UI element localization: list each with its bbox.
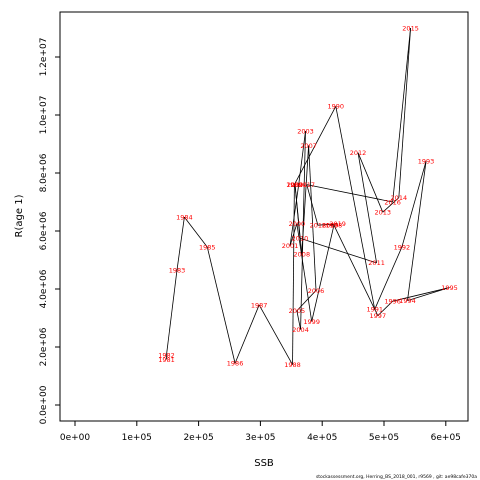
data-point-label: 2013: [374, 208, 391, 216]
x-tick-label: 6e+05: [431, 433, 461, 443]
series-segment: [289, 184, 300, 246]
y-tick-label: 6.0e+06: [39, 211, 49, 250]
data-point-label: 1992: [394, 243, 411, 251]
series-segment: [374, 246, 403, 310]
series-segment: [382, 197, 400, 213]
series-segment: [306, 184, 319, 226]
series-lines: [166, 27, 450, 365]
data-point-label: 2001: [282, 242, 299, 250]
data-point-label: 2018: [310, 222, 327, 230]
series-segment: [298, 130, 306, 185]
data-point-label: 1987: [251, 301, 268, 309]
series-segment: [234, 304, 260, 364]
series-segment: [311, 225, 335, 322]
series-segment: [401, 161, 427, 248]
data-point-label: 2007: [300, 142, 317, 150]
series-segment: [294, 106, 337, 185]
data-point-label: 2005: [289, 307, 306, 315]
x-tick-label: 0e+00: [60, 433, 91, 443]
series-segment: [308, 145, 317, 291]
footer-credit: stockassessment.org, Herring_BS_2018_001…: [316, 474, 477, 480]
data-point-label: 1990: [328, 103, 345, 111]
series-segment: [357, 152, 377, 263]
data-point-label: 1986: [227, 360, 244, 368]
series-segment: [330, 223, 338, 226]
series-segment: [292, 184, 295, 365]
series-segment: [176, 217, 185, 271]
data-point-label: 1988: [284, 361, 301, 369]
data-point-label: 2006: [308, 287, 325, 295]
data-point-label: 1991: [366, 306, 383, 314]
x-axis: 0e+00 1e+05 2e+05 3e+05 4e+05 5e+05 6e+05: [60, 420, 461, 443]
data-point-label: 1993: [418, 158, 435, 166]
data-point-label: 1984: [176, 213, 193, 221]
series-segment: [407, 287, 450, 301]
series-segment: [296, 290, 317, 312]
series-segment: [333, 225, 379, 316]
data-point-label: 1994: [399, 297, 416, 305]
series-segment: [398, 27, 411, 198]
data-point-label: 1997: [370, 312, 387, 320]
data-point-label: 2008: [294, 251, 311, 259]
data-point-label: 2010: [292, 235, 309, 243]
data-point-label: 1989: [286, 181, 303, 189]
x-tick-label: 1e+05: [122, 433, 152, 443]
x-tick-label: 2e+05: [183, 433, 213, 443]
data-point-label: 2004: [292, 326, 309, 334]
data-point-label: 2016: [384, 198, 401, 206]
y-axis: 0.0e+00 2.0e+06 4.0e+06 6.0e+06 8.0e+06 1.0e+…: [39, 38, 61, 424]
y-tick-label: 2.0e+06: [39, 327, 49, 366]
series-segment: [357, 152, 384, 213]
series-segment: [296, 310, 301, 330]
series-segment: [258, 304, 293, 365]
x-axis-label: SSB: [254, 458, 274, 469]
series-segment: [296, 223, 313, 322]
series-segment: [407, 161, 427, 301]
series-segment: [377, 300, 393, 316]
data-point-label: 2009: [287, 181, 304, 189]
series-segment: [301, 145, 310, 255]
data-point-label: 2017: [298, 181, 315, 189]
series-segment: [184, 216, 208, 248]
series-segment: [392, 287, 450, 302]
data-point-label: 1982: [158, 351, 175, 359]
series-segment: [289, 223, 298, 246]
data-point-label: 2003: [297, 127, 314, 135]
data-point-label: 2015: [402, 24, 419, 32]
data-point-label: 2012: [350, 149, 367, 157]
y-tick-label: 1.0e+07: [39, 96, 49, 135]
y-tick-label: 8.0e+06: [39, 153, 49, 192]
series-segment: [166, 270, 178, 356]
data-point-label: 2000: [289, 220, 306, 228]
x-tick-label: 4e+05: [307, 433, 337, 443]
data-point-label: 1996: [384, 297, 401, 305]
data-point-label: 2020: [322, 222, 339, 230]
x-tick-label: 5e+05: [369, 433, 399, 443]
series-segment: [335, 106, 376, 310]
series-segment: [306, 184, 393, 203]
y-tick-label: 1.2e+07: [39, 38, 49, 77]
data-point-label: 2019: [329, 220, 346, 228]
series-segment: [206, 246, 236, 364]
plot-frame: [59, 11, 469, 422]
x-tick-label: 3e+05: [245, 433, 275, 443]
y-tick-label: 4.0e+06: [39, 269, 49, 308]
series-segment: [392, 27, 411, 203]
y-tick-label: 0.0e+00: [39, 385, 49, 424]
data-point-label: 2002: [290, 181, 307, 189]
data-point-label: 2014: [391, 194, 408, 202]
data-point-label: 1981: [158, 356, 175, 364]
data-point-label: 1985: [199, 243, 216, 251]
data-point-label: 1998: [326, 222, 343, 230]
series-segment: [294, 184, 301, 239]
data-point-label: 1999: [303, 318, 320, 326]
series-segment: [299, 237, 377, 264]
y-axis-label: R(age 1): [14, 194, 25, 237]
data-point-label: 2011: [368, 259, 385, 267]
data-point-label: 1983: [169, 266, 186, 274]
data-point-label: 1995: [441, 284, 458, 292]
